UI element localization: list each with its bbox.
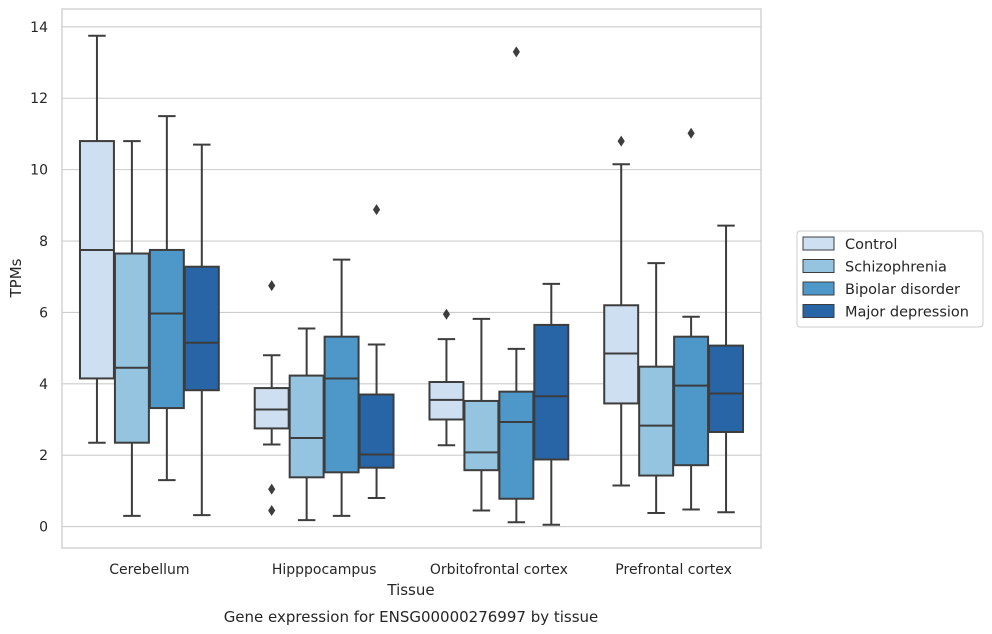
- box-iqr: [323, 335, 360, 474]
- box-0-1: [253, 280, 290, 517]
- box-iqr: [183, 265, 220, 392]
- box-iqr: [253, 387, 290, 430]
- x-tick-labels: Cerebellum Hipppocampus Orbitofrontal cort…: [109, 562, 732, 578]
- box-2-0: [148, 115, 185, 482]
- outlier-point: [268, 505, 276, 517]
- box-3-0: [183, 143, 220, 517]
- box-3-1: [358, 204, 395, 500]
- x-tick-label: Hipppocampus: [272, 562, 377, 578]
- box-iqr: [498, 390, 535, 500]
- x-tick-label: Cerebellum: [109, 562, 189, 578]
- outlier-point: [268, 483, 276, 495]
- y-axis-label: TPMs: [7, 258, 25, 298]
- box-iqr: [463, 399, 500, 472]
- box-iqr: [148, 248, 185, 410]
- box-iqr: [673, 335, 710, 467]
- box-2-3: [673, 127, 710, 511]
- box-3-3: [708, 224, 745, 514]
- outlier-point: [268, 280, 276, 292]
- legend-swatch: [802, 304, 835, 318]
- x-axis-label: Tissue: [386, 581, 434, 599]
- box-1-1: [288, 327, 325, 522]
- legend-label: Bipolar disorder: [845, 282, 960, 298]
- y-tick-label: 8: [39, 234, 48, 250]
- y-tick-label: 4: [39, 377, 48, 393]
- box-iqr: [113, 252, 150, 444]
- outlier-point: [512, 46, 520, 58]
- legend-label: Major depression: [845, 305, 969, 321]
- legend: Control Schizophrenia Bipolar disorder Majo…: [796, 230, 984, 328]
- box-iqr: [533, 323, 570, 461]
- plot-frame: [61, 8, 762, 549]
- legend-label: Schizophrenia: [845, 260, 947, 276]
- legend-swatch: [802, 259, 835, 273]
- legend-frame: [796, 230, 984, 328]
- y-tick-label: 2: [39, 448, 48, 464]
- y-tick-label: 10: [30, 163, 48, 179]
- x-tick-label: Prefrontal cortex: [615, 562, 732, 578]
- box-0-2: [428, 308, 465, 447]
- outlier-point: [617, 135, 625, 147]
- box-iqr: [708, 344, 745, 433]
- x-tick-label: Orbitofrontal cortex: [430, 562, 568, 578]
- outlier-point: [372, 204, 381, 216]
- y-tick-label: 14: [30, 20, 48, 36]
- box-iqr: [638, 365, 675, 477]
- box-0-0: [78, 34, 115, 444]
- outlier-point: [687, 127, 695, 139]
- box-1-0: [113, 140, 150, 517]
- box-0-3: [603, 135, 640, 487]
- box-3-2: [533, 282, 570, 526]
- box-1-2: [463, 317, 500, 512]
- legend-swatch: [802, 281, 835, 296]
- box-2-1: [323, 258, 360, 517]
- box-series: [78, 34, 745, 526]
- box-iqr: [288, 374, 325, 479]
- box-2-2: [498, 46, 535, 524]
- legend-label: Control: [845, 237, 897, 253]
- box-iqr: [78, 140, 115, 380]
- legend-swatch: [802, 236, 835, 251]
- chart-caption: Gene expression for ENSG00000276997 by t…: [224, 608, 599, 626]
- y-tick-label: 12: [30, 91, 48, 107]
- box-1-3: [638, 262, 675, 515]
- y-tick-label: 6: [39, 305, 48, 321]
- y-tick-labels: 0 2 4 6 8 10 12 14: [30, 20, 48, 536]
- y-tick-label: 0: [39, 520, 48, 536]
- outlier-point: [442, 308, 451, 320]
- box-iqr: [358, 393, 395, 469]
